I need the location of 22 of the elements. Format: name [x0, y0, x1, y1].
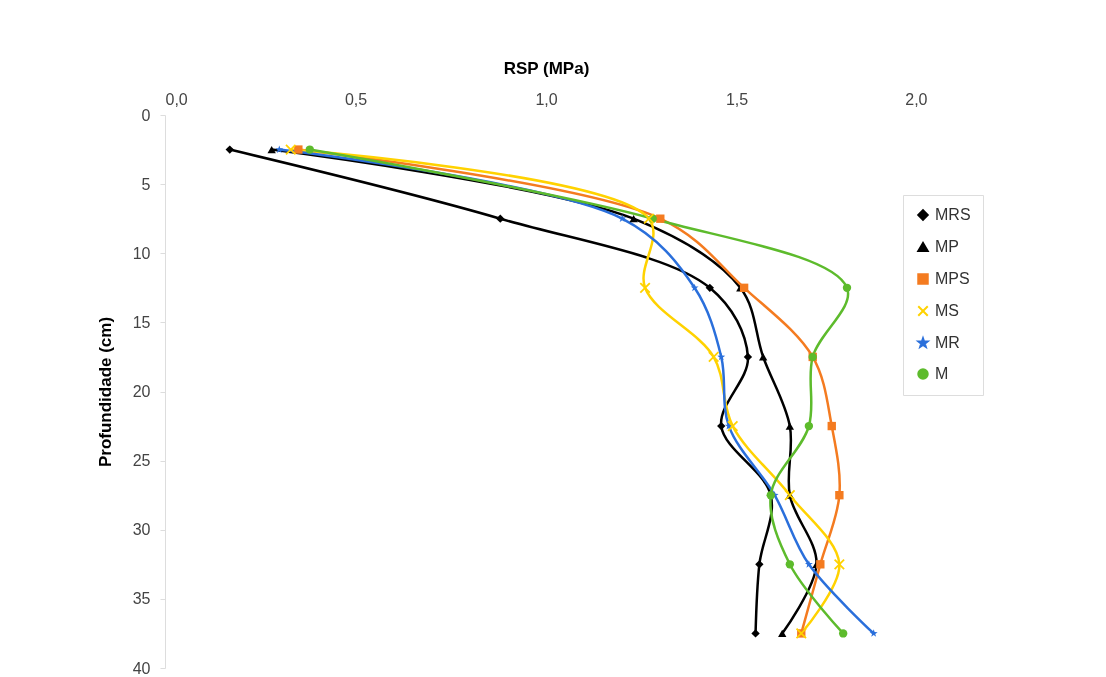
legend-label: MPS [935, 270, 970, 287]
x-tick-label: 1,5 [725, 90, 749, 108]
y-tick-label: 5 [141, 175, 151, 193]
y-axis-title: Profundidade (cm) [95, 316, 115, 468]
legend-label: MRS [935, 206, 971, 223]
legend-label: MR [935, 334, 960, 351]
x-tick-label: 2,0 [905, 90, 928, 108]
x-tick-label: 0,5 [344, 90, 368, 108]
x-tick-label: 0,0 [165, 90, 188, 108]
x-axis-title: RSP (MPa) [503, 58, 590, 78]
legend-label: MP [935, 238, 959, 255]
y-tick-label: 0 [141, 106, 151, 124]
y-tick-label: 40 [132, 659, 151, 677]
y-tick-label: 10 [132, 244, 151, 262]
y-tick-label: 30 [132, 521, 151, 539]
x-tick-label: 1,0 [535, 90, 558, 108]
y-tick-label: 35 [132, 590, 151, 608]
y-tick-label: 15 [132, 313, 151, 331]
y-tick-label: 25 [132, 452, 151, 470]
legend-label: MS [935, 302, 959, 319]
y-tick-label: 20 [132, 383, 151, 400]
legend-label: M [935, 365, 949, 382]
